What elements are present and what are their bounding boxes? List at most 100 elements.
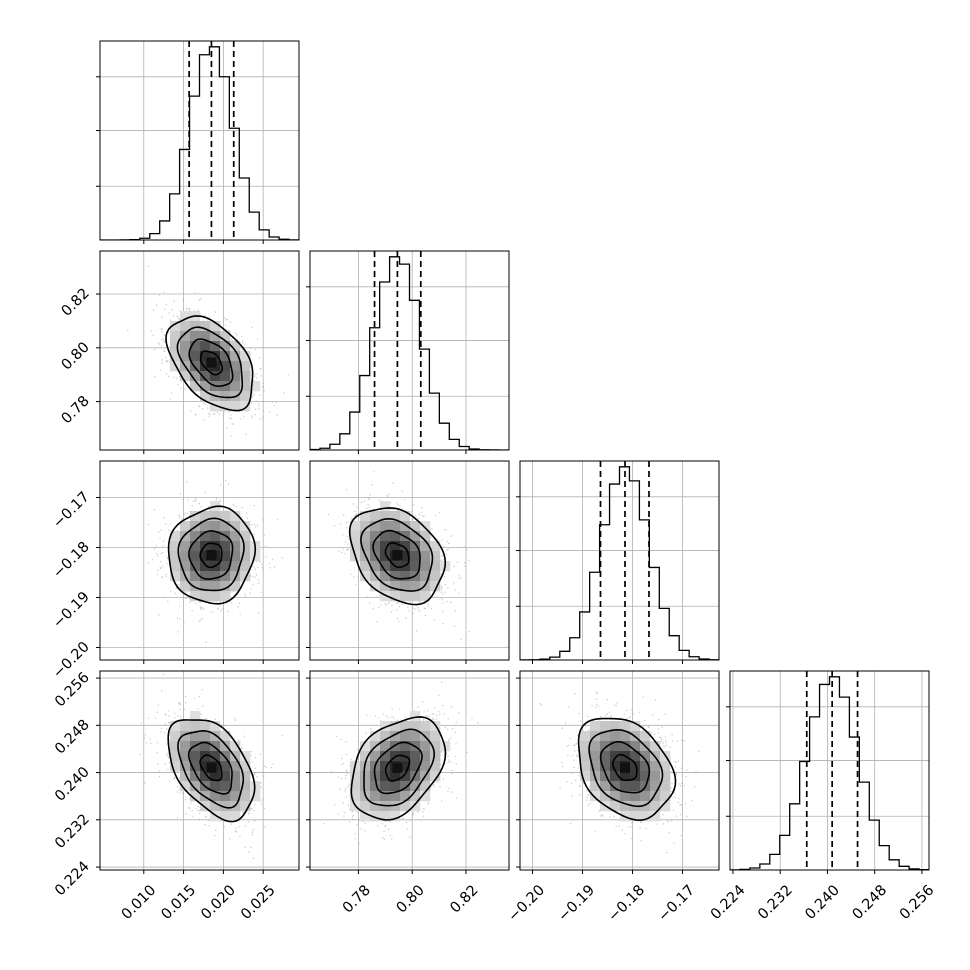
x-tick-label: 0.020 <box>198 882 239 923</box>
x-tick-label: 0.256 <box>897 882 938 923</box>
density-cell <box>410 801 421 812</box>
density-cell <box>230 401 241 412</box>
histogram-step-0 <box>100 46 299 240</box>
density-cell <box>240 751 251 762</box>
density-cell <box>220 591 231 602</box>
density-cell <box>580 771 591 782</box>
density-cell <box>410 561 421 572</box>
density-cell <box>410 541 421 552</box>
density-cell <box>230 581 241 592</box>
density-cell <box>380 561 391 572</box>
density-cell <box>410 591 421 602</box>
density-cell <box>370 751 381 762</box>
density-cell <box>210 371 221 382</box>
density-cell <box>370 531 381 542</box>
density-cell <box>230 541 241 552</box>
scatter-panel-3-2: −0.20 −0.19 −0.18 −0.17 <box>505 670 720 925</box>
density-cell <box>190 721 201 732</box>
density-cell <box>210 751 221 762</box>
y-tick-label: 0.224 <box>52 859 93 900</box>
density-cell <box>580 761 591 772</box>
contour-3-0-0 <box>199 754 223 782</box>
density-cell <box>410 731 421 742</box>
density-cell <box>220 581 231 592</box>
density-cell <box>360 811 371 822</box>
density-cell <box>660 801 671 812</box>
x-tick-label: 0.82 <box>447 882 481 916</box>
contour-2-0-0 <box>199 542 223 569</box>
density-cell <box>180 731 191 742</box>
density-cell <box>210 781 221 792</box>
density-cell <box>610 781 621 792</box>
density-cell <box>200 391 211 402</box>
density-cell <box>360 741 371 752</box>
density-cell <box>650 801 661 812</box>
density-cell <box>660 771 671 782</box>
density-cell <box>590 721 601 732</box>
density-cell <box>170 351 181 362</box>
density-cell <box>240 541 251 552</box>
density-cell <box>190 751 201 762</box>
contour-1-0-3 <box>165 315 254 412</box>
contour-1-0-1 <box>188 338 234 387</box>
density-cell <box>370 781 381 792</box>
density-cell <box>210 401 221 412</box>
density-cell <box>630 741 641 752</box>
density-cell <box>210 341 221 352</box>
contour-1-0-0 <box>199 350 224 376</box>
density-cell <box>380 721 391 732</box>
x-tick-label: 0.224 <box>708 882 749 923</box>
density-cell <box>370 511 381 522</box>
density-cell <box>190 581 201 592</box>
contour-1-0-2 <box>176 326 244 399</box>
density-cell <box>220 391 231 402</box>
density-cell <box>390 511 401 522</box>
y-tick-label: 0.240 <box>52 764 93 805</box>
density-cell <box>210 321 221 332</box>
density-cell <box>400 781 411 792</box>
density-cell <box>240 781 251 792</box>
density-cell <box>390 811 401 822</box>
density-cell <box>590 761 601 772</box>
scatter-panel-2-0: −0.20−0.19−0.18−0.17 <box>50 460 300 682</box>
density-cell <box>390 571 401 582</box>
density-cell <box>620 781 631 792</box>
scatter-panel-2-1 <box>306 460 510 664</box>
density-cell <box>210 741 221 752</box>
density-cell <box>430 561 441 572</box>
density-cell <box>210 581 221 592</box>
density-cell <box>430 551 441 562</box>
density-cell <box>200 341 211 352</box>
density-cell <box>660 781 671 792</box>
density-cell <box>410 581 421 592</box>
density-cell <box>600 761 611 772</box>
density-cell <box>380 581 391 592</box>
density-cell <box>220 731 231 742</box>
density-cell <box>620 801 631 812</box>
density-cell <box>180 741 191 752</box>
contour-2-1-3 <box>348 507 447 606</box>
density-cell <box>190 771 201 782</box>
density-cell <box>370 791 381 802</box>
density-cell <box>170 331 181 342</box>
density-peak <box>206 762 217 773</box>
density-cell <box>200 571 211 582</box>
density-cell <box>190 351 201 362</box>
density-cell <box>180 351 191 362</box>
density-cell <box>420 591 431 602</box>
density-cell <box>200 321 211 332</box>
density-cell <box>380 571 391 582</box>
density-cell <box>180 341 191 352</box>
density-cell <box>200 361 211 372</box>
contour-3-2-2 <box>588 729 664 808</box>
density-cell <box>400 551 411 562</box>
density-cell <box>360 561 371 572</box>
density-cell <box>200 351 211 362</box>
density-cell <box>360 771 371 782</box>
density-cell <box>660 761 671 772</box>
density-cell <box>200 371 211 382</box>
density-cell <box>420 781 431 792</box>
density-cell <box>220 361 231 372</box>
density-cell <box>610 771 621 782</box>
scatter-panel-1-0: 0.78 0.80 0.82 <box>59 250 300 454</box>
